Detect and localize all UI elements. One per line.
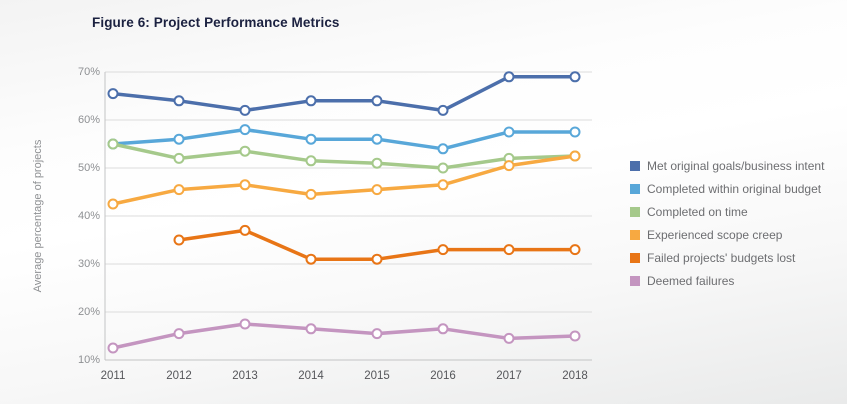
legend-label: Deemed failures (647, 273, 735, 288)
data-point-marker (437, 179, 449, 191)
legend-label: Completed within original budget (647, 181, 822, 196)
x-tick-label: 2014 (298, 370, 324, 382)
legend-item: Completed within original budget (630, 177, 824, 200)
y-tick-label: 10% (77, 354, 100, 366)
data-point-marker (305, 95, 317, 107)
y-tick-label: 60% (77, 114, 100, 126)
series-line (111, 75, 577, 113)
y-tick-label: 30% (77, 258, 100, 270)
data-point-marker (371, 253, 383, 265)
data-point-marker (503, 332, 515, 344)
data-point-marker (371, 133, 383, 145)
x-tick-label: 2015 (364, 370, 390, 382)
legend-swatch (630, 161, 640, 171)
data-point-marker (569, 71, 581, 83)
data-point-marker (305, 155, 317, 167)
data-point-marker (305, 323, 317, 335)
data-point-marker (569, 244, 581, 256)
x-tick-label: 2017 (496, 370, 522, 382)
data-point-marker (371, 157, 383, 169)
data-point-marker (503, 71, 515, 83)
data-point-marker (107, 88, 119, 100)
data-point-marker (239, 318, 251, 330)
y-tick-label: 50% (77, 162, 100, 174)
legend-label: Experienced scope creep (647, 227, 783, 242)
data-point-marker (437, 162, 449, 174)
legend-item: Experienced scope creep (630, 223, 824, 246)
figure-title: Figure 6: Project Performance Metrics (92, 15, 340, 30)
legend-item: Failed projects' budgets lost (630, 246, 824, 269)
x-tick-label: 2018 (562, 370, 588, 382)
data-point-marker (503, 126, 515, 138)
chart-legend: Met original goals/business intent Comple… (630, 154, 824, 292)
data-point-marker (173, 133, 185, 145)
data-point-marker (239, 124, 251, 136)
data-point-marker (437, 244, 449, 256)
data-point-marker (569, 126, 581, 138)
legend-swatch (630, 207, 640, 217)
data-point-marker (305, 133, 317, 145)
data-point-marker (371, 95, 383, 107)
data-point-marker (371, 184, 383, 196)
data-point-marker (437, 104, 449, 116)
data-point-marker (239, 224, 251, 236)
data-point-marker (107, 138, 119, 150)
data-point-marker (437, 323, 449, 335)
data-point-marker (569, 330, 581, 342)
data-point-marker (239, 179, 251, 191)
data-point-marker (107, 342, 119, 354)
data-point-marker (371, 328, 383, 340)
y-tick-label: 70% (77, 66, 100, 78)
legend-label: Completed on time (647, 204, 748, 219)
x-tick-label: 2011 (100, 370, 126, 382)
legend-swatch (630, 276, 640, 286)
data-point-marker (569, 150, 581, 162)
series-line (111, 142, 577, 170)
data-point-marker (173, 234, 185, 246)
data-point-marker (239, 104, 251, 116)
data-point-marker (173, 152, 185, 164)
data-point-marker (239, 145, 251, 157)
y-tick-label: 40% (77, 210, 100, 222)
data-point-marker (173, 95, 185, 107)
legend-swatch (630, 230, 640, 240)
y-tick-label: 20% (77, 306, 100, 318)
legend-item: Completed on time (630, 200, 824, 223)
legend-item: Met original goals/business intent (630, 154, 824, 177)
data-point-marker (173, 328, 185, 340)
legend-item: Deemed failures (630, 269, 824, 292)
data-point-marker (173, 184, 185, 196)
data-point-marker (107, 198, 119, 210)
data-point-marker (305, 188, 317, 200)
data-point-marker (503, 160, 515, 172)
data-point-marker (437, 143, 449, 155)
x-tick-label: 2016 (430, 370, 456, 382)
series-line (111, 322, 577, 350)
series-line (111, 127, 577, 151)
legend-label: Failed projects' budgets lost (647, 250, 796, 265)
data-point-marker (305, 253, 317, 265)
legend-swatch (630, 253, 640, 263)
data-point-marker (503, 244, 515, 256)
series-line (111, 154, 577, 206)
x-tick-label: 2013 (232, 370, 258, 382)
x-tick-label: 2012 (166, 370, 192, 382)
legend-label: Met original goals/business intent (647, 158, 825, 173)
legend-swatch (630, 184, 640, 194)
